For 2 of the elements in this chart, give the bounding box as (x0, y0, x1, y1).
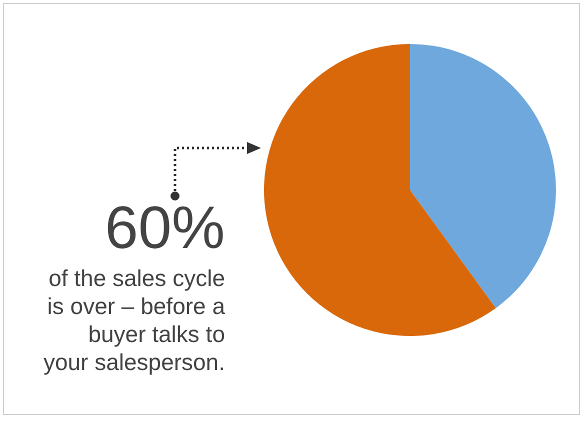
text: 60% (104, 194, 225, 261)
text: of the sales cycle is over – before a buyer talks to your salesperson. (42, 264, 225, 376)
